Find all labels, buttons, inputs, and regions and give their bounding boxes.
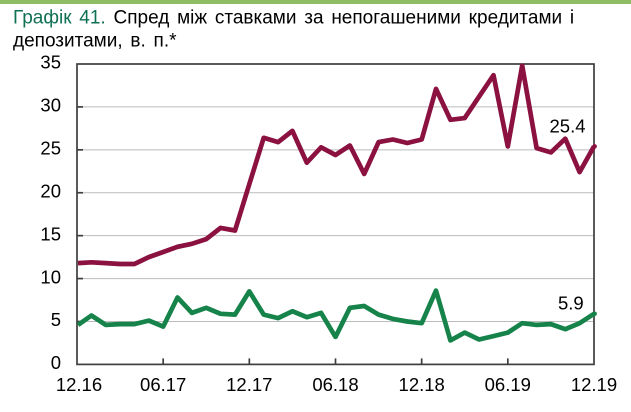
svg-text:12.16: 12.16 <box>56 374 102 395</box>
svg-text:12.17: 12.17 <box>226 374 272 395</box>
svg-text:15: 15 <box>40 223 61 244</box>
svg-text:12.18: 12.18 <box>399 374 445 395</box>
svg-text:20: 20 <box>40 180 61 201</box>
svg-text:25.4: 25.4 <box>550 116 586 137</box>
svg-text:06.19: 06.19 <box>485 374 531 395</box>
svg-text:5.9: 5.9 <box>558 293 584 314</box>
svg-text:06.18: 06.18 <box>312 374 358 395</box>
svg-text:06.17: 06.17 <box>140 374 186 395</box>
svg-text:35: 35 <box>40 52 61 73</box>
svg-text:30: 30 <box>40 95 61 116</box>
svg-text:12.19: 12.19 <box>571 374 617 395</box>
svg-text:10: 10 <box>40 266 61 287</box>
svg-text:0: 0 <box>51 352 61 373</box>
svg-text:Графік 41. Спред між ставками: Графік 41. Спред між ставками за непогаш… <box>13 8 574 29</box>
svg-text:5: 5 <box>51 309 61 330</box>
svg-text:депозитами, в. п.*: депозитами, в. п.* <box>13 31 177 52</box>
svg-text:25: 25 <box>40 138 61 159</box>
